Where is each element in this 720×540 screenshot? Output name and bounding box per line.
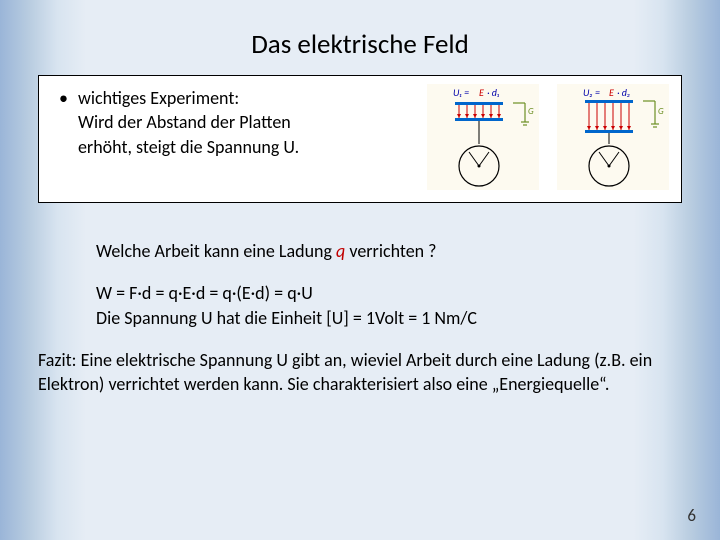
question-var: q — [336, 240, 345, 262]
question-line: Welche Arbeit kann eine Ladung q verrich… — [96, 239, 682, 263]
d1-capacitor-icon: G — [455, 102, 534, 186]
bullet-marker: • — [59, 86, 68, 159]
content-area: Welche Arbeit kann eine Ladung q verrich… — [38, 239, 682, 330]
capacitor-svg-2: U₂ = E · d₂ G — [557, 84, 669, 190]
capacitor-diagram-2: U₂ = E · d₂ G — [557, 84, 669, 190]
question-post: verrichten ? — [345, 240, 436, 262]
experiment-box: • wichtiges Experiment: Wird der Abstand… — [38, 75, 682, 203]
conclusion-text: Fazit: Eine elektrische Spannung U gibt … — [38, 348, 682, 397]
d1-label-u: U₁ = — [453, 86, 469, 99]
d1-label-e: E — [479, 86, 484, 99]
svg-text:G: G — [528, 106, 534, 117]
capacitor-diagram-1: U₁ = E · d₁ G — [427, 84, 539, 190]
page-number: 6 — [687, 505, 696, 526]
d2-label-u: U₂ = — [583, 86, 600, 99]
d2-label-d: · d₂ — [617, 86, 630, 99]
formula-line2: Die Spannung U hat die Einheit [U] = 1Vo… — [96, 307, 477, 329]
question-pre: Welche Arbeit kann eine Ladung — [96, 240, 336, 262]
formula-block: W = F·d = q·E·d = q·(E·d) = q·U Die Span… — [96, 281, 682, 330]
bullet-line1: wichtiges Experiment: — [78, 87, 239, 109]
slide-title: Das elektrische Feld — [38, 28, 682, 61]
bullet-text: wichtiges Experiment: Wird der Abstand d… — [78, 86, 299, 159]
capacitor-svg-1: U₁ = E · d₁ G — [427, 84, 539, 190]
bullet-line3: erhöht, steigt die Spannung U. — [78, 136, 299, 158]
slide: Das elektrische Feld • wichtiges Experim… — [0, 0, 720, 540]
formula-line1: W = F·d = q·E·d = q·(E·d) = q·U — [96, 282, 313, 304]
svg-text:G: G — [658, 106, 664, 117]
diagram-group: U₁ = E · d₁ G — [427, 84, 669, 190]
d1-label-d: · d₁ — [487, 86, 500, 99]
d2-capacitor-icon: G — [585, 100, 664, 186]
bullet-line2: Wird der Abstand der Platten — [78, 111, 291, 133]
d2-label-e: E — [609, 86, 614, 99]
